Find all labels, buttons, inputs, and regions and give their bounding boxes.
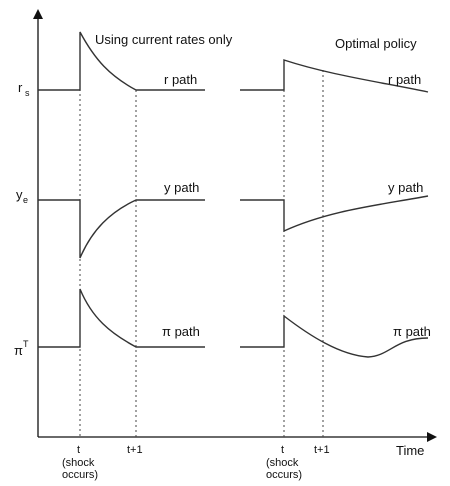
- left-r-path-line: [38, 31, 205, 91]
- left-pi-path-line: [38, 288, 205, 348]
- left-t-label: t: [77, 444, 80, 456]
- left-panel-title: Using current rates only: [95, 32, 233, 47]
- right-y-path-line: [240, 195, 429, 233]
- right-pi-path-line: [240, 314, 429, 358]
- left-t1-label: t+1: [127, 444, 143, 456]
- left-shock-label-line1: (shock: [62, 457, 95, 469]
- svg-text:s: s: [25, 88, 30, 98]
- right-t1-label: t+1: [314, 444, 330, 456]
- right-shock-label-line1: (shock: [266, 457, 299, 469]
- left-pi-path-label: π path: [162, 324, 200, 339]
- left-y-path-line: [38, 199, 205, 259]
- left-r-path-label: r path: [164, 72, 197, 87]
- right-pi-path-label: π path: [393, 324, 431, 339]
- right-panel-title: Optimal policy: [335, 36, 417, 51]
- left-shock-label-line2: occurs): [62, 469, 98, 481]
- left-y-path-label: y path: [164, 180, 199, 195]
- right-r-path-line: [240, 59, 429, 93]
- rs-level-label: r s: [18, 80, 30, 98]
- ye-level-label: y e: [16, 187, 28, 205]
- right-y-path-label: y path: [388, 180, 423, 195]
- pi-target-level-label: π T: [14, 339, 29, 358]
- svg-text:r: r: [18, 80, 23, 95]
- svg-text:T: T: [23, 339, 29, 349]
- svg-text:e: e: [23, 195, 28, 205]
- right-r-path-label: r path: [388, 72, 421, 87]
- time-axis-label: Time: [396, 443, 424, 458]
- right-shock-label-line2: occurs): [266, 469, 302, 481]
- svg-text:π: π: [14, 343, 23, 358]
- right-t-label: t: [281, 444, 284, 456]
- svg-text:y: y: [16, 187, 23, 202]
